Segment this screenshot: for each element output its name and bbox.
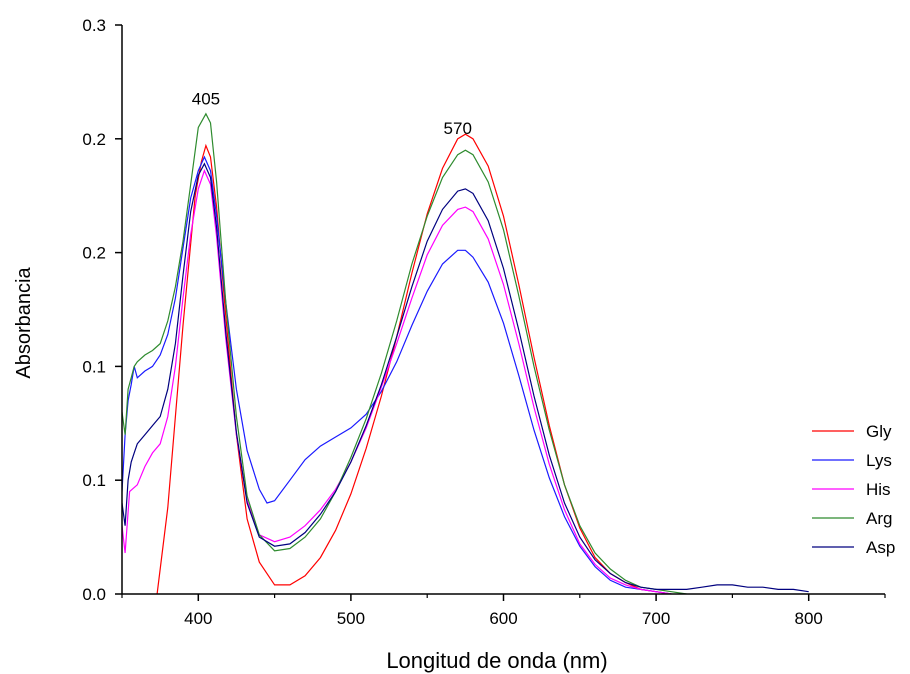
y-tick-label: 0.2 [82, 130, 106, 149]
legend-label-gly: Gly [866, 422, 892, 441]
x-tick-label: 400 [184, 609, 212, 628]
y-tick-label: 0.3 [82, 16, 106, 35]
y-tick-label: 0.2 [82, 244, 106, 263]
legend-label-lys: Lys [866, 451, 892, 470]
x-tick-label: 600 [489, 609, 517, 628]
peak-annotation: 405 [192, 90, 220, 109]
series-line-lys [122, 155, 672, 594]
x-tick-label: 500 [337, 609, 365, 628]
series-line-arg [122, 112, 687, 594]
legend-label-his: His [866, 480, 891, 499]
x-axis-label: Longitud de onda (nm) [386, 648, 607, 673]
plot-area: 405 570 [122, 90, 809, 594]
x-tick-label: 700 [642, 609, 670, 628]
y-tick-label: 0.1 [82, 471, 106, 490]
y-tick-label: 0.1 [82, 357, 106, 376]
legend-label-asp: Asp [866, 538, 895, 557]
series-line-gly [156, 133, 672, 594]
peak-annotation: 570 [444, 119, 472, 138]
legend: Gly Lys His Arg Asp [812, 422, 895, 557]
x-tick-label: 800 [795, 609, 823, 628]
series-line-his [122, 169, 672, 594]
axes: 400 500 600 700 800 0.0 0.1 0.1 0.2 0.2 0.3 [82, 16, 886, 628]
series-line-asp [122, 162, 809, 593]
y-axis-label: Absorbancia [13, 267, 35, 379]
legend-label-arg: Arg [866, 509, 892, 528]
y-tick-label: 0.0 [82, 585, 106, 604]
